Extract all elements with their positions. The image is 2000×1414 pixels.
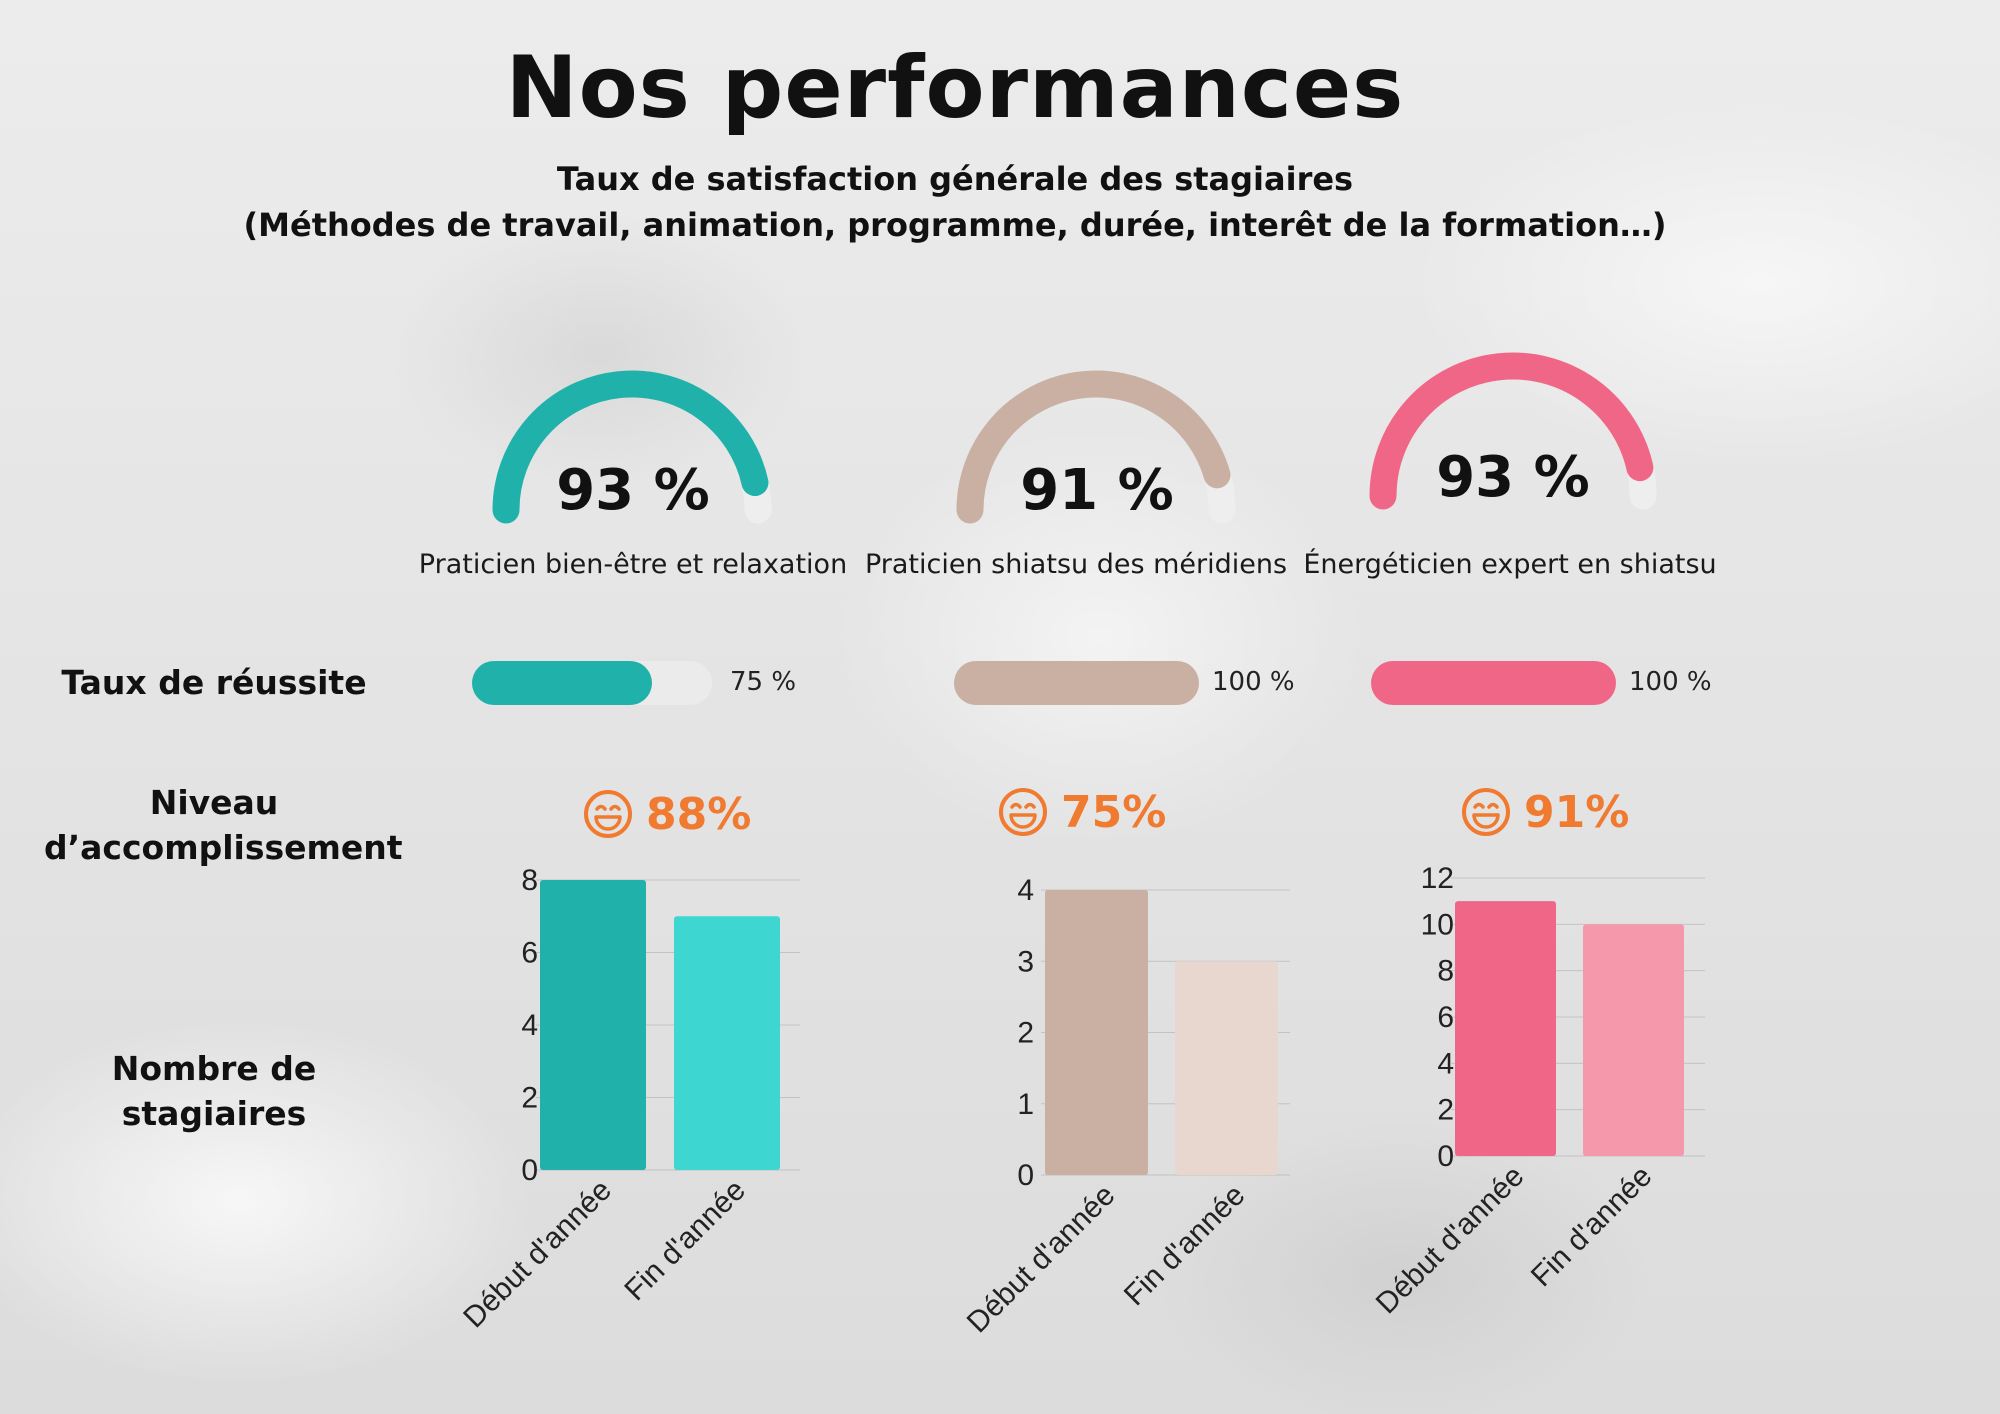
success-bar-fill-2 bbox=[954, 661, 1199, 705]
y-tick-label: 6 bbox=[521, 937, 538, 970]
success-rate-label: Taux de réussite bbox=[61, 663, 367, 702]
formation-name-3: Énergéticien expert en shiatsu bbox=[1303, 549, 1717, 580]
y-tick-label: 2 bbox=[1437, 1094, 1454, 1127]
smiley-icon bbox=[1462, 788, 1510, 836]
y-tick-label: 2 bbox=[521, 1082, 538, 1115]
bar bbox=[1045, 890, 1148, 1175]
gauge-value-2: 91 % bbox=[1020, 458, 1174, 523]
y-tick-label: 0 bbox=[1437, 1140, 1454, 1173]
bar bbox=[1583, 924, 1684, 1156]
y-tick-label: 2 bbox=[1017, 1017, 1034, 1050]
trainees-label: Nombre de stagiaires bbox=[44, 1046, 384, 1136]
success-bar-fill-1 bbox=[472, 661, 652, 705]
success-value-3: 100 % bbox=[1629, 667, 1712, 697]
success-bar-track-2 bbox=[954, 661, 1199, 705]
y-tick-label: 8 bbox=[1437, 955, 1454, 988]
accomplishment-label-line-1: Niveau bbox=[149, 783, 279, 822]
page-title: Nos performances bbox=[505, 38, 1405, 138]
x-tick-label: Fin d'année bbox=[618, 1174, 752, 1308]
formation-name-1: Praticien bien-être et relaxation bbox=[418, 549, 848, 580]
y-tick-label: 4 bbox=[1017, 874, 1034, 907]
bar bbox=[1175, 961, 1278, 1175]
accomplishment-2: 75% bbox=[997, 786, 1166, 838]
y-tick-label: 10 bbox=[1421, 908, 1454, 941]
y-tick-label: 1 bbox=[1017, 1088, 1034, 1121]
bar bbox=[674, 916, 780, 1170]
accomplishment-3: 91% bbox=[1460, 786, 1629, 838]
y-tick-label: 12 bbox=[1421, 862, 1454, 895]
x-tick-label: Fin d'année bbox=[1118, 1179, 1252, 1313]
success-value-2: 100 % bbox=[1212, 667, 1295, 697]
smiley-icon bbox=[999, 788, 1047, 836]
x-tick-label: Début d'année bbox=[961, 1179, 1122, 1340]
bar bbox=[540, 880, 646, 1170]
trainees-label-line-2: stagiaires bbox=[121, 1094, 307, 1133]
accomplishment-label-line-2: d’accomplissement bbox=[44, 828, 403, 867]
success-value-1: 75 % bbox=[730, 667, 797, 697]
accomplishment-label: Niveau d’accomplissement bbox=[44, 780, 403, 870]
y-tick-label: 3 bbox=[1017, 945, 1034, 978]
success-bar-fill-3 bbox=[1371, 661, 1616, 705]
bar bbox=[1455, 901, 1556, 1156]
y-tick-label: 6 bbox=[1437, 1001, 1454, 1034]
x-tick-label: Début d'année bbox=[457, 1174, 618, 1335]
page-subtitle: Taux de satisfaction générale des stagia… bbox=[556, 160, 1354, 198]
accomplishment-1: 88% bbox=[582, 788, 751, 840]
page-subtitle-details: (Méthodes de travail, animation, program… bbox=[243, 206, 1667, 244]
x-tick-label: Début d'année bbox=[1370, 1160, 1531, 1321]
y-tick-label: 0 bbox=[1017, 1159, 1034, 1192]
trainees-label-line-1: Nombre de bbox=[111, 1049, 317, 1088]
gauge-arc-2 bbox=[956, 370, 1231, 524]
smiley-icon bbox=[584, 790, 632, 838]
y-tick-label: 4 bbox=[1437, 1047, 1454, 1080]
formation-name-2: Praticien shiatsu des méridiens bbox=[864, 549, 1288, 580]
gauge-value-1: 93 % bbox=[556, 458, 710, 523]
success-bar-track-1 bbox=[472, 661, 712, 705]
gauge-arc-3 bbox=[1369, 352, 1654, 510]
y-tick-label: 0 bbox=[521, 1154, 538, 1187]
accomplishment-value-3: 91% bbox=[1524, 786, 1630, 838]
accomplishment-value-2: 75% bbox=[1061, 786, 1167, 838]
y-tick-label: 8 bbox=[521, 864, 538, 897]
x-tick-label: Fin d'année bbox=[1525, 1160, 1659, 1294]
gauge-arc-1 bbox=[492, 370, 769, 524]
accomplishment-value-1: 88% bbox=[646, 788, 752, 840]
gauge-value-3: 93 % bbox=[1436, 445, 1590, 510]
trainees-chart-1: 0 2 4 6 8 Début d'année Fin d'année bbox=[457, 864, 800, 1334]
success-bar-track-3 bbox=[1371, 661, 1616, 705]
y-tick-label: 4 bbox=[521, 1009, 538, 1042]
